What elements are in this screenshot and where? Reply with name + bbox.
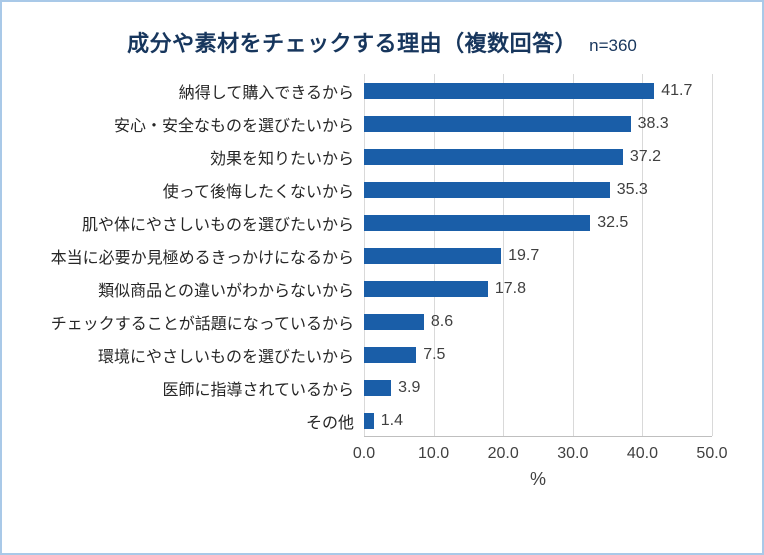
category-label: その他: [305, 414, 354, 432]
value-label: 37.2: [629, 147, 662, 165]
category-label: チェックすることが話題になっているから: [50, 315, 354, 333]
category-label: 効果を知りたいから: [209, 150, 354, 168]
bar: [364, 346, 417, 363]
bar-row: その他 1.4: [2, 404, 762, 437]
value-label: 38.3: [637, 114, 669, 132]
value-label: 17.8: [494, 279, 527, 297]
value-label: 3.9: [398, 378, 421, 396]
bar-row: 医師に指導されているから 3.9: [2, 371, 762, 404]
bar: [364, 313, 424, 330]
bar-rows: 納得して購入できるから 41.7 安心・安全なものを選びたいから 38.3 効果を知りた…: [2, 74, 762, 437]
category-label: 環境にやさしいものを選びたいから: [97, 348, 354, 366]
value-label: 7.5: [423, 345, 446, 363]
bar-row: チェックすることが話題になっているから 8.6: [2, 305, 762, 338]
bar: [364, 412, 374, 429]
x-tick-label: 0.0: [352, 445, 376, 462]
category-label: 使って後悔したくないから: [162, 183, 354, 201]
bar: [364, 214, 591, 231]
x-tick-label: 10.0: [418, 445, 450, 462]
category-label: 肌や体にやさしいものを選びたいから: [81, 216, 354, 234]
value-label: 19.7: [508, 246, 540, 264]
bar-track: 3.9: [364, 371, 754, 404]
x-tick-label: 40.0: [626, 445, 658, 462]
bar: [364, 148, 623, 165]
bar: [364, 379, 392, 396]
bar: [364, 115, 631, 132]
gridline: [642, 74, 644, 436]
bar-track: 7.5: [364, 338, 754, 371]
x-axis-title-row: %: [2, 469, 762, 495]
x-tick-label: 30.0: [557, 445, 589, 462]
bar-track: 17.8: [364, 272, 754, 305]
bar-row: 安心・安全なものを選びたいから 38.3: [2, 107, 762, 140]
chart-area: 納得して購入できるから 41.7 安心・安全なものを選びたいから 38.3 効果を知りた…: [2, 74, 762, 437]
value-label: 1.4: [380, 411, 403, 429]
bar-track: 8.6: [364, 305, 754, 338]
bar-track: 37.2: [364, 140, 754, 173]
bar-row: 類似商品との違いがわからないから 17.8: [2, 272, 762, 305]
gridline: [503, 74, 505, 436]
bar: [364, 82, 655, 99]
bar-row: 本当に必要か見極めるきっかけになるから 19.7: [2, 239, 762, 272]
value-label: 32.5: [597, 213, 629, 231]
category-label: 納得して購入できるから: [178, 84, 354, 102]
value-label: 41.7: [661, 81, 693, 99]
bar-row: 肌や体にやさしいものを選びたいから 32.5: [2, 206, 762, 239]
bar-row: 納得して購入できるから 41.7: [2, 74, 762, 107]
bar: [364, 247, 502, 264]
category-label: 本当に必要か見極めるきっかけになるから: [50, 249, 354, 267]
bar-row: 環境にやさしいものを選びたいから 7.5: [2, 338, 762, 371]
gridline: [572, 74, 574, 436]
category-label: 医師に指導されているから: [162, 381, 354, 399]
category-label: 類似商品との違いがわからないから: [98, 282, 354, 300]
bar: [364, 280, 488, 297]
bar-track: 32.5: [364, 206, 754, 239]
value-label: 35.3: [616, 180, 648, 198]
bar-track: 41.7: [364, 74, 754, 107]
value-label: 8.6: [430, 312, 454, 330]
x-axis: 0.0 10.0 20.0 30.0 40.0 50.0: [2, 441, 762, 469]
chart-header: 成分や素材をチェックする理由（複数回答） n=360: [2, 26, 762, 58]
x-tick-label: 20.0: [487, 445, 519, 462]
bar-track: 19.7: [364, 239, 754, 272]
bar-track: 1.4: [364, 404, 754, 437]
sample-size-label: n=360: [589, 36, 637, 55]
bar: [364, 181, 610, 198]
chart-title: 成分や素材をチェックする理由（複数回答）: [127, 31, 578, 56]
x-axis-title: %: [529, 469, 546, 489]
bar-row: 使って後悔したくないから 35.3: [2, 173, 762, 206]
bar-row: 効果を知りたいから 37.2: [2, 140, 762, 173]
x-tick-label: 50.0: [696, 445, 728, 462]
bar-track: 38.3: [364, 107, 754, 140]
category-label: 安心・安全なものを選びたいから: [113, 117, 354, 135]
bar-track: 35.3: [364, 173, 754, 206]
gridline: [712, 74, 713, 436]
